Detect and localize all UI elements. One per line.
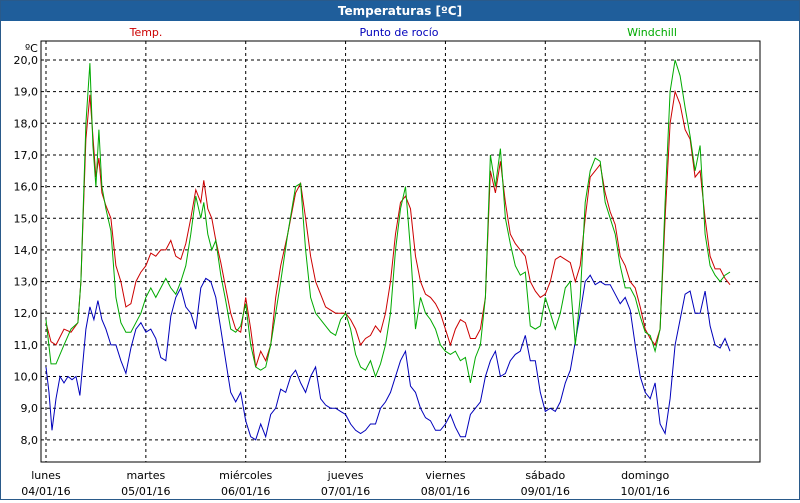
legend-entry-1: Punto de rocío [359, 26, 438, 39]
window-title: Temperaturas [ºC] [1, 1, 799, 21]
series-line-0 [45, 89, 731, 368]
y-tick-label: 18,0 [14, 117, 39, 130]
x-tick-date: 09/01/16 [521, 485, 570, 498]
unit-label: ºC [25, 42, 38, 55]
x-tick-day: sábado [525, 469, 565, 482]
y-tick-label: 11,0 [14, 339, 39, 352]
legend-entry-0: Temp. [129, 26, 163, 39]
series-line-2 [45, 59, 731, 383]
x-tick-date: 08/01/16 [421, 485, 470, 498]
x-tick-day: martes [126, 469, 165, 482]
series-line-1 [45, 274, 731, 441]
temperature-chart: ºC 8,0 9,0 10,0 11,0 12,0 13,0 14,0 15,0 16,0 17,… [1, 21, 799, 499]
x-tick-date: 05/01/16 [121, 485, 170, 498]
series-layer [45, 59, 731, 441]
x-tick-day: viernes [425, 469, 465, 482]
y-tick-label: 14,0 [14, 244, 39, 257]
grid-layer [41, 41, 760, 462]
y-tick-label: 15,0 [14, 212, 39, 225]
axis-layer: 8,0 9,0 10,0 11,0 12,0 13,0 14,0 15,0 16,0 17,0 18… [14, 54, 670, 498]
y-tick-label: 10,0 [14, 371, 39, 384]
y-tick-label: 9,0 [21, 402, 39, 415]
x-tick-day: miércoles [219, 469, 272, 482]
y-tick-label: 19,0 [14, 86, 39, 99]
x-tick-date: 10/01/16 [620, 485, 669, 498]
y-tick-label: 20,0 [14, 54, 39, 67]
y-tick-label: 8,0 [21, 434, 39, 447]
x-tick-day: lunes [31, 469, 61, 482]
y-tick-label: 16,0 [14, 181, 39, 194]
legend: Temp. Punto de rocío Windchill [129, 26, 677, 39]
x-tick-date: 07/01/16 [321, 485, 370, 498]
y-tick-label: 12,0 [14, 307, 39, 320]
legend-entry-2: Windchill [627, 26, 677, 39]
y-tick-label: 17,0 [14, 149, 39, 162]
x-tick-date: 04/01/16 [21, 485, 70, 498]
x-tick-day: domingo [621, 469, 669, 482]
chart-svg: ºC 8,0 9,0 10,0 11,0 12,0 13,0 14,0 15,0 16,0 17,… [14, 26, 761, 498]
y-tick-label: 13,0 [14, 276, 39, 289]
x-tick-day: jueves [327, 469, 364, 482]
x-tick-date: 06/01/16 [221, 485, 270, 498]
plot-frame [40, 40, 761, 463]
